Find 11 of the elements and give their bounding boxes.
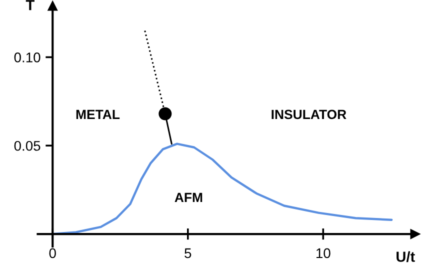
annotation: INSULATOR (272, 110, 346, 120)
annotation: METAL (76, 110, 120, 119)
x-tick-label: 10 (316, 248, 330, 258)
y-tick-label: 0.10 (14, 52, 40, 62)
y-tick-label: 0.05 (14, 140, 40, 151)
x-axis-title: U/t (396, 251, 415, 262)
annotation: AFM (174, 192, 202, 202)
x-tick-label: 0 (49, 248, 56, 258)
y-axis-title: T (26, 0, 34, 10)
x-tick-label: 5 (184, 248, 192, 258)
line-series (52, 142, 393, 236)
